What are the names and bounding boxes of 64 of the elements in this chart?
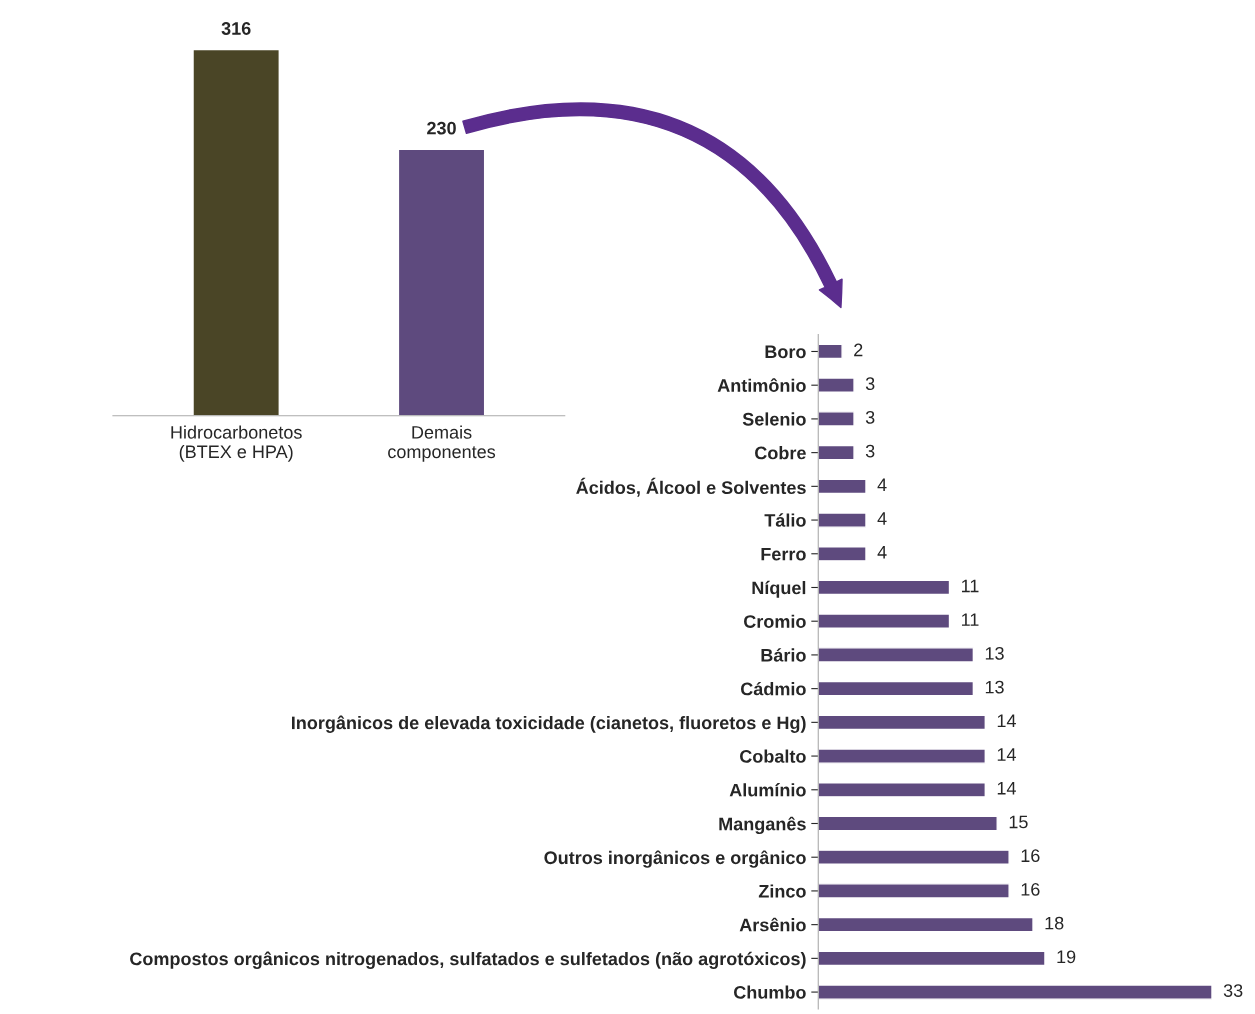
bar <box>818 545 867 562</box>
bar <box>818 512 867 528</box>
y-tick-label: Boro <box>765 345 806 359</box>
data-label: 16 <box>1021 849 1040 863</box>
x-tick-label: Hidrocarbonetos (BTEX e HPA) <box>171 425 302 462</box>
y-tick-label: Antimônio <box>717 378 806 392</box>
bar <box>818 613 951 629</box>
bar <box>818 343 843 360</box>
y-tick-label: Arsênio <box>739 917 806 932</box>
data-label: 3 <box>865 410 875 424</box>
y-tick-label: Selenio <box>742 412 806 426</box>
bar <box>818 680 975 697</box>
data-label: 2 <box>854 343 863 357</box>
data-label: 16 <box>1021 882 1040 896</box>
bar <box>818 916 1034 933</box>
data-label: 13 <box>985 646 1004 660</box>
bar <box>818 950 1046 967</box>
data-label: 18 <box>1045 916 1064 930</box>
bar <box>818 782 986 798</box>
bar <box>818 883 1010 899</box>
data-label: 19 <box>1057 950 1076 964</box>
bar <box>818 815 998 832</box>
data-label: 13 <box>985 680 1004 694</box>
y-tick-label: Ferro <box>761 547 806 561</box>
y-tick-label: Outros inorgânicos e orgânico <box>544 850 806 868</box>
bar <box>818 714 986 731</box>
data-label: 230 <box>427 121 456 135</box>
y-tick-label: Bário <box>761 648 806 662</box>
y-tick-label: Zinco <box>758 884 806 898</box>
bar <box>818 984 1213 1000</box>
bar <box>818 377 855 393</box>
data-label: 4 <box>877 512 887 525</box>
data-label: 14 <box>997 782 1016 795</box>
bar <box>818 748 986 764</box>
data-label: 4 <box>877 478 887 492</box>
bar <box>818 444 855 461</box>
y-tick-label: Tálio <box>764 513 806 527</box>
data-label: 33 <box>1223 984 1243 997</box>
y-tick-label: Cromio <box>744 614 806 628</box>
data-label: 4 <box>877 546 887 559</box>
y-tick-label: Inorgânicos de elevada toxicidade (cianetos, fluoretos e Hg) <box>292 715 806 733</box>
data-label: 3 <box>865 377 875 391</box>
data-label: 15 <box>1009 815 1028 829</box>
bar <box>818 647 975 663</box>
data-label: 316 <box>221 22 251 35</box>
bar <box>818 849 1010 865</box>
bar <box>818 579 951 596</box>
data-label: 11 <box>961 613 979 626</box>
data-label: 14 <box>997 714 1016 728</box>
y-tick-label: Chumbo <box>733 985 806 999</box>
y-tick-label: Cádmio <box>740 681 806 696</box>
bar <box>818 478 867 495</box>
bar <box>818 411 855 427</box>
y-tick-label: Ácidos, Álcool e Solventes <box>576 477 806 497</box>
y-tick-label: Cobre <box>755 446 806 460</box>
y-tick-label: Níquel <box>752 580 806 598</box>
y-tick-label: Cobalto <box>740 749 806 763</box>
y-tick-label: Alumínio <box>729 783 806 797</box>
data-label: 3 <box>865 444 875 458</box>
x-tick-label: Demais componentes <box>388 425 496 462</box>
data-label: 11 <box>961 579 979 593</box>
data-label: 14 <box>997 748 1016 761</box>
y-tick-label: Compostos orgânicos nitrogenados, sulfatados e sulfetados (não agrotóxicos) <box>130 951 806 969</box>
y-tick-label: Manganês <box>719 816 806 835</box>
